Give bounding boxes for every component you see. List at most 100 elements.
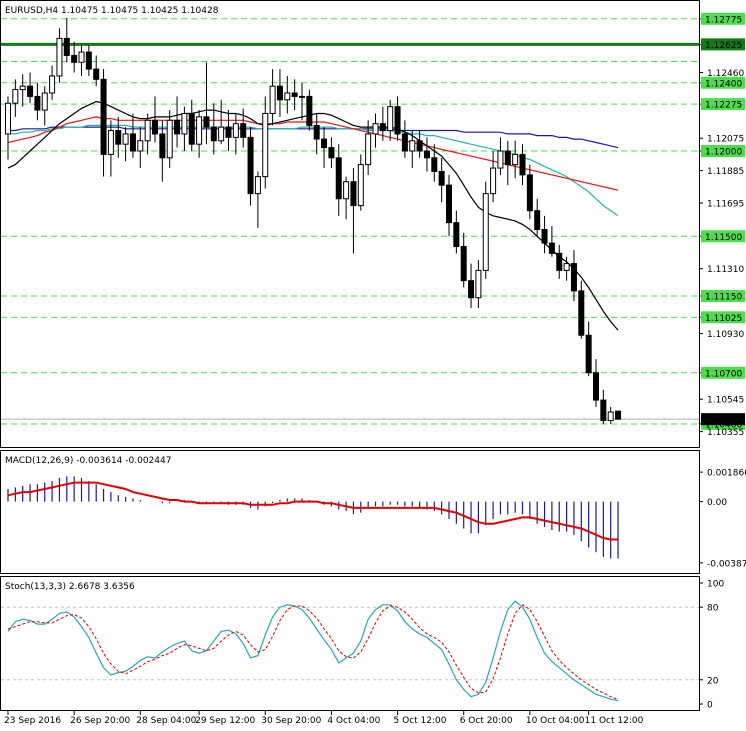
candle-bull [563, 263, 570, 271]
candle-bull [343, 181, 350, 200]
candle-bear [328, 147, 335, 159]
candle-bull [512, 153, 519, 166]
time-tick-label: 5 Oct 12:00 [394, 716, 447, 726]
candle-bear [423, 150, 430, 159]
candle-bear [210, 126, 217, 142]
candle-bear [519, 153, 526, 176]
candle-bear [93, 68, 100, 80]
candle-bull [372, 123, 379, 135]
ma-long-line [8, 126, 619, 149]
time-tick-label: 10 Oct 04:00 [526, 716, 585, 726]
candle-bull [107, 130, 114, 155]
level-price-label: 1.12400 [705, 79, 742, 89]
candle-bear [438, 170, 445, 186]
stoch-panel-frame [0, 576, 700, 711]
candle-bull [78, 51, 85, 63]
time-tick-label: 4 Oct 04:00 [327, 716, 380, 726]
candle-bear [306, 95, 313, 126]
candle-bear [379, 123, 386, 132]
candle-bear [291, 92, 298, 97]
macd-header: MACD(12,26,9) -0.003614 -0.002447 [5, 456, 171, 466]
candle-bull [144, 119, 151, 142]
candle-bull [254, 176, 261, 195]
candle-bull [19, 85, 26, 91]
candle-bear [100, 78, 107, 155]
level-price-label: 1.12275 [705, 101, 742, 111]
candle-bull [12, 89, 19, 104]
macd-indicator: 0.001866 0.00 -0.003875 [7, 469, 746, 569]
candle-bull [218, 126, 225, 142]
candle-bear [247, 136, 254, 195]
stoch-tick-label: 80 [707, 604, 719, 614]
time-tick-label: 11 Oct 12:00 [585, 716, 644, 726]
macd-tick-label: -0.003875 [707, 559, 746, 569]
candle-bear [85, 51, 92, 70]
candle-bear [453, 222, 460, 248]
price-tick-label: 1.10545 [707, 396, 744, 406]
current-price-label: 1.10428 [705, 416, 742, 426]
candle-bear [225, 126, 232, 138]
candle-bull [387, 106, 394, 132]
candle-bear [152, 119, 158, 135]
candle-bear [335, 157, 342, 200]
candle-bull [232, 123, 239, 138]
candle-bear [526, 174, 533, 212]
level-price-label: 1.12775 [705, 15, 742, 25]
candle-bear [115, 130, 122, 145]
level-price-label: 1.12625 [705, 41, 742, 51]
candle-bear [203, 116, 210, 128]
stoch-tick-label: 0 [707, 701, 713, 711]
level-price-label: 1.12000 [705, 148, 742, 158]
candle-bear [401, 133, 408, 152]
candle-bear [446, 184, 452, 224]
candle-bull [181, 112, 188, 135]
level-price-label: 1.10400 [705, 420, 742, 430]
macd-tick-label: 0.00 [707, 498, 727, 508]
stoch-signal-line [7, 604, 619, 701]
ma-mid-line [7, 116, 619, 191]
moving-averages [7, 100, 619, 331]
level-price-tag [701, 145, 745, 157]
candle-bear [548, 242, 555, 254]
price-tick-label: 1.11695 [707, 200, 744, 210]
candle-bear [416, 140, 423, 152]
candle-bear [34, 95, 41, 111]
stoch-header: Stoch(13,3,3) 2.6678 3.6356 [5, 582, 135, 592]
level-price-tag [701, 98, 745, 111]
candle-bear [63, 37, 70, 56]
candle-bear [174, 119, 181, 135]
candle-bear [276, 85, 283, 101]
level-price-tag [701, 290, 745, 302]
level-price-tag [701, 311, 745, 324]
candles [5, 17, 622, 424]
candle-bear [541, 228, 548, 244]
candle-bear [27, 85, 34, 97]
candle-bull [262, 112, 269, 178]
level-price-tag [701, 366, 745, 379]
price-tick-label: 1.10355 [707, 428, 744, 438]
candle-bear [578, 290, 585, 336]
candle-bear [240, 123, 247, 138]
level-price-label: 1.11025 [705, 314, 742, 324]
candle-bull [137, 140, 144, 152]
candle-bear [460, 246, 467, 282]
time-tick-label: 30 Sep 20:00 [261, 716, 321, 726]
level-price-tag [701, 76, 745, 89]
time-tick-label: 29 Sep 12:00 [195, 716, 255, 726]
candle-bull [365, 133, 372, 166]
candle-bull [497, 150, 504, 169]
candle-bull [122, 133, 129, 145]
symbol-header: EURUSD,H4 1.10475 1.10475 1.10425 1.1042… [5, 6, 219, 16]
candle-bull [41, 92, 48, 111]
macd-signal-line [7, 481, 618, 541]
stoch-tick-label: 20 [707, 676, 719, 686]
candle-bull [284, 92, 291, 101]
price-tick-label: 1.12460 [707, 69, 744, 79]
price-tick-label: 1.12075 [707, 135, 744, 145]
macd-tick-label: 0.001866 [707, 469, 746, 479]
candle-bear [570, 263, 577, 292]
candle-bear [394, 106, 401, 135]
candle-bull [49, 75, 56, 94]
